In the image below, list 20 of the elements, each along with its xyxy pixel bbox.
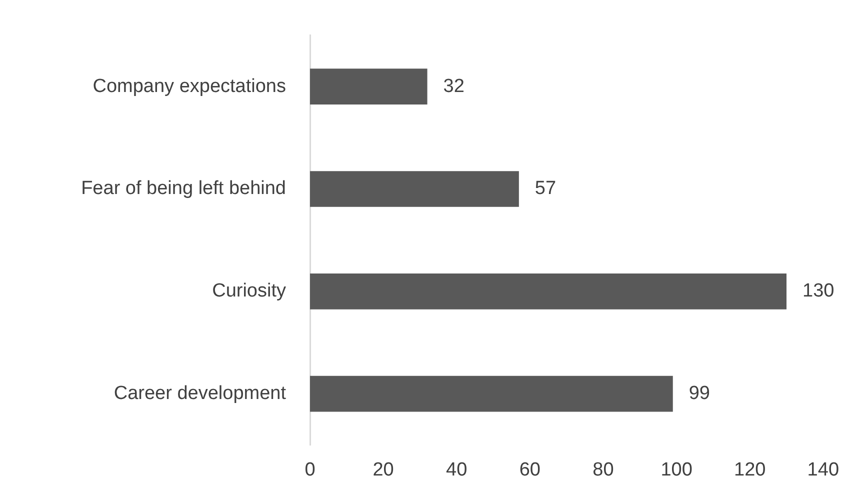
x-tick-label: 80 <box>592 460 614 481</box>
x-tick-label: 140 <box>807 460 839 481</box>
bar <box>310 171 519 207</box>
x-tick-label: 60 <box>519 460 540 481</box>
bar <box>310 376 673 412</box>
x-tick-label: 20 <box>372 460 394 481</box>
bar <box>310 68 428 105</box>
x-tick-label: 120 <box>734 460 766 481</box>
y-tick-label: Fear of being left behind <box>81 178 286 200</box>
y-tick-label: Career development <box>114 383 287 404</box>
y-tick-label: Company expectations <box>92 76 286 97</box>
x-tick-label: 40 <box>446 460 468 481</box>
bar <box>310 273 786 310</box>
x-tick-label: 0 <box>304 460 316 481</box>
data-label: 57 <box>534 178 556 200</box>
data-label: 130 <box>802 280 834 302</box>
data-label: 99 <box>688 383 710 404</box>
y-tick-label: Curiosity <box>212 280 286 302</box>
data-label: 32 <box>443 76 464 97</box>
x-tick-label: 100 <box>660 460 692 481</box>
